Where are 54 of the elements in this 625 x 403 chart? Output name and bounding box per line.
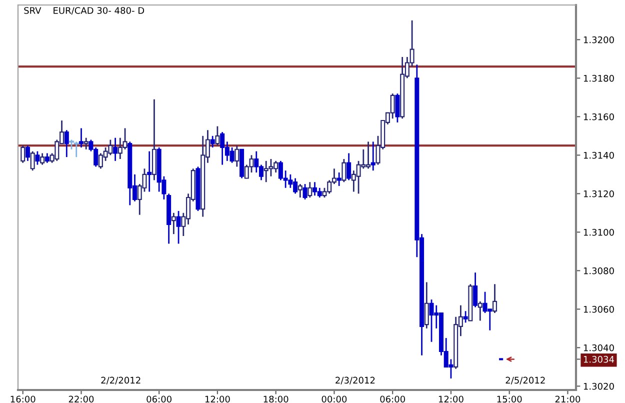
candlestick — [84, 137, 88, 150]
y-tick-label: 1.3140 — [584, 152, 614, 159]
x-tick-label: 16:00 — [10, 396, 36, 403]
candlestick — [78, 128, 84, 148]
y-tick-label: 1.3180 — [584, 74, 614, 82]
annotation: 2/2/2012 — [101, 376, 140, 384]
x-tick-label: 18:00 — [264, 396, 288, 403]
candlestick — [20, 144, 26, 164]
x-tick-label: 00:00 — [322, 396, 347, 403]
candlestick — [395, 92, 400, 124]
candlestick — [302, 183, 308, 200]
y-tick-label: 1.3160 — [584, 113, 614, 120]
candlestick — [147, 150, 152, 192]
y-tick-label: 1.3034 — [584, 356, 614, 363]
x-tick-label: 22:00 — [68, 396, 94, 403]
candlestick — [478, 300, 482, 322]
candlestick — [346, 152, 352, 181]
candlestick — [298, 183, 302, 198]
candlestick — [342, 158, 346, 183]
candlestick — [176, 210, 181, 244]
y-tick-label: 1.3120 — [584, 190, 614, 198]
annotation: 2/3/2012 — [336, 376, 375, 384]
candlestick — [25, 144, 30, 162]
candlestick — [64, 129, 69, 158]
candlestick — [424, 282, 429, 330]
candlestick — [40, 152, 45, 166]
x-tick-label: 12:00 — [205, 396, 230, 403]
candlestick — [35, 150, 40, 166]
candlestick — [113, 137, 118, 162]
y-tick-label: 1.3200 — [584, 36, 614, 44]
candlestick — [463, 310, 468, 324]
y-tick-label: 1.3080 — [584, 267, 614, 274]
candlestick — [44, 152, 50, 164]
candlestick — [234, 144, 240, 168]
candlestick — [492, 283, 498, 314]
chart-title: SRV EUR/CAD 30- 480- D — [24, 7, 144, 15]
candlestick — [336, 172, 342, 187]
y-tick-label: 1.3060 — [584, 306, 614, 313]
candlestick — [473, 272, 478, 308]
candlestick — [30, 150, 35, 172]
y-tick-label: 1.3020 — [584, 382, 614, 390]
candlestick — [370, 140, 376, 172]
x-tick-label: 15:00 — [497, 396, 522, 403]
candlestick — [171, 212, 176, 235]
x-tick-label: 06:00 — [146, 396, 172, 403]
x-tick-label: 06:00 — [380, 396, 406, 403]
annotation: 2/5/2012 — [506, 376, 545, 384]
y-tick-label: 1.3100 — [584, 228, 614, 236]
candlestick — [210, 135, 215, 148]
y-tick-label: 1.3040 — [584, 344, 614, 352]
candlestick — [308, 181, 312, 198]
x-tick-label: 21:00 — [555, 396, 580, 403]
x-tick-label: 12:00 — [438, 396, 464, 403]
candlestick — [215, 126, 220, 146]
